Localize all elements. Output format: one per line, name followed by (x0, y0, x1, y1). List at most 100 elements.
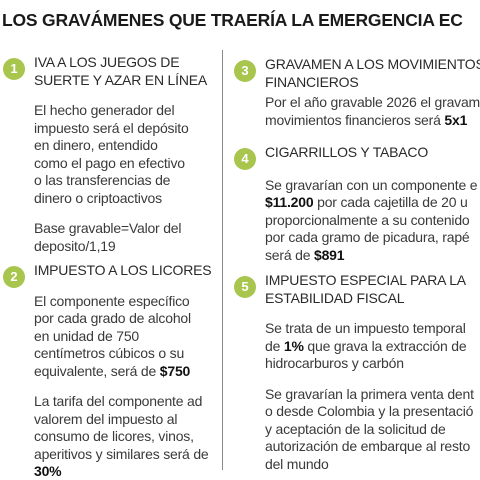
text-line: La tarifa del componente ad (34, 393, 218, 411)
item-heading: IMPUESTO ESPECIAL PARA LA ESTABILIDAD FIS… (265, 272, 480, 307)
text-line: hidrocarburos y carbón (265, 355, 480, 373)
text-run: Se trata de un impuesto temporal (265, 320, 466, 336)
tax-item: 2 IMPUESTO A LOS LICORES El componente esp… (3, 262, 218, 480)
text-run: consumo de licores, vinos, (34, 428, 194, 444)
paragraph: Se trata de un impuesto temporal de 1% qu… (265, 320, 480, 373)
text-run: que grava la extracción de (303, 337, 467, 354)
text-line: en dinero, entendido (34, 137, 218, 155)
text-run: valorem del impuesto al (34, 410, 178, 427)
text-run: será de (265, 246, 314, 263)
number-badge: 1 (3, 58, 25, 80)
text-run: y aceptación de la solicitud de (265, 420, 446, 437)
text-line: por cada gramo de picadura, rapé (265, 229, 480, 247)
text-run: o las transferencias de (34, 172, 171, 188)
text-run: por cada gramo de picadura, rapé (265, 229, 470, 245)
text-run: de (265, 337, 284, 354)
paragraph: Base gravable=Valor del deposito/1,19 (34, 220, 218, 255)
text-line: por cada grado de alcohol (34, 310, 218, 328)
text-run: impuesto será el depósito (34, 119, 189, 136)
text-line: y aceptación de la solicitud de (265, 421, 480, 439)
highlight-text: 1% (283, 337, 304, 354)
text-run: por cada grado de alcohol (34, 310, 191, 326)
text-line: proporcionalmente a su contenido (265, 212, 480, 230)
paragraph: Por el año gravable 2026 el gravam movimi… (265, 94, 480, 129)
heading-line: IVA A LOS JUEGOS DE (34, 54, 180, 70)
text-line: será de $891 (265, 247, 480, 265)
title: LOS GRAVÁMENES QUE TRAERÍA LA EMERGENCIA… (2, 10, 463, 30)
text-line: Por el año gravable 2026 el gravam (265, 94, 480, 112)
text-run: dinero o criptoactivos (34, 189, 162, 206)
text-line: valorem del impuesto al (34, 411, 218, 429)
tax-item: 1 IVA A LOS JUEGOS DE SUERTE Y AZAR EN LÍN… (3, 54, 218, 255)
text-line: El hecho generador del (34, 102, 218, 120)
text-run: del mundo (265, 455, 329, 472)
heading-line: GRAVAMEN A LOS MOVIMIENTOS (265, 56, 480, 72)
text-line: movimientos financieros será 5x1 (265, 112, 480, 130)
highlight-text: 30% (34, 463, 62, 479)
heading-line: IMPUESTO ESPECIAL PARA LA (265, 272, 466, 288)
text-run: o desde Colombia y la presentació (265, 403, 474, 419)
text-run: aperitivos y similares será de (34, 445, 209, 462)
item-heading: IMPUESTO A LOS LICORES (34, 262, 218, 280)
text-run: Se gravarían la primera venta dent (265, 385, 474, 402)
text-line: deposito/1,19 (34, 238, 218, 256)
text-run: deposito/1,19 (34, 237, 116, 254)
text-line: consumo de licores, vinos, (34, 428, 218, 446)
text-line: en unidad de 750 (34, 328, 218, 346)
text-run: equivalente, será de (34, 362, 160, 379)
text-line: dinero o criptoactivos (34, 190, 218, 208)
text-run: en dinero, entendido (34, 137, 158, 153)
text-run: Se gravarían con un componente e (265, 176, 478, 193)
text-line: de 1% que grava la extracción de (265, 338, 480, 356)
paragraph: Se gravarían con un componente e $11.200 … (265, 177, 480, 265)
paragraph: El hecho generador del impuesto será el d… (34, 102, 218, 207)
text-line: $11.200 por cada cajetilla de 20 u (265, 194, 480, 212)
text-line: autorización de embarque al resto (265, 438, 480, 456)
number-badge: 3 (234, 60, 256, 82)
paragraph: El componente específico por cada grado d… (34, 293, 218, 381)
text-line: 30% (34, 463, 218, 480)
text-run: centímetros cúbicos o su (34, 345, 185, 361)
heading-line: SUERTE Y AZAR EN LÍNEA (34, 71, 207, 88)
text-line: Se gravarían con un componente e (265, 177, 480, 195)
text-run: autorización de embarque al resto (265, 438, 471, 454)
text-line: del mundo (265, 456, 480, 474)
text-line: Se trata de un impuesto temporal (265, 320, 480, 338)
highlight-text: $750 (159, 362, 191, 379)
text-line: El componente específico (34, 293, 218, 311)
text-line: Base gravable=Valor del (34, 220, 218, 238)
text-run: hidrocarburos y carbón (265, 355, 404, 371)
number-badge: 5 (234, 276, 256, 298)
text-run: Por el año gravable 2026 el gravam (265, 94, 480, 110)
tax-item: 5 IMPUESTO ESPECIAL PARA LA ESTABILIDAD FI… (234, 272, 480, 473)
text-run: movimientos financieros será (265, 111, 445, 128)
paragraph: La tarifa del componente ad valorem del i… (34, 393, 218, 480)
text-run: Base gravable=Valor del (34, 220, 182, 236)
heading-line: CIGARRILLOS Y TABACO (265, 144, 429, 160)
tax-item: 3 GRAVAMEN A LOS MOVIMIENTOS FINANCIEROS Po… (234, 56, 480, 129)
tax-item: 4 CIGARRILLOS Y TABACO Se gravarían con un… (234, 144, 480, 264)
text-run: como el pago en efectivo (34, 154, 185, 171)
heading-line: FINANCIEROS (265, 73, 359, 90)
text-run: proporcionalmente a su contenido (265, 211, 470, 228)
column-divider (222, 50, 223, 470)
text-line: aperitivos y similares será de (34, 446, 218, 464)
highlight-text: 5x1 (444, 111, 468, 128)
text-line: Se gravarían la primera venta dent (265, 386, 480, 404)
text-line: o desde Colombia y la presentació (265, 403, 480, 421)
highlight-text: $891 (314, 246, 345, 263)
item-heading: IVA A LOS JUEGOS DE SUERTE Y AZAR EN LÍNE… (34, 54, 218, 89)
heading-line: IMPUESTO A LOS LICORES (34, 262, 212, 278)
highlight-text: $11.200 (265, 194, 314, 210)
number-badge: 4 (234, 148, 256, 170)
text-run: El hecho generador del (34, 102, 175, 118)
item-heading: CIGARRILLOS Y TABACO (265, 144, 480, 162)
text-run: El componente específico (34, 292, 190, 309)
text-line: centímetros cúbicos o su (34, 345, 218, 363)
text-run: La tarifa del componente ad (34, 393, 203, 409)
text-run: en unidad de 750 (34, 327, 140, 344)
text-run: por cada cajetilla de 20 u (313, 194, 468, 210)
text-line: equivalente, será de $750 (34, 363, 218, 381)
number-badge: 2 (3, 266, 25, 288)
